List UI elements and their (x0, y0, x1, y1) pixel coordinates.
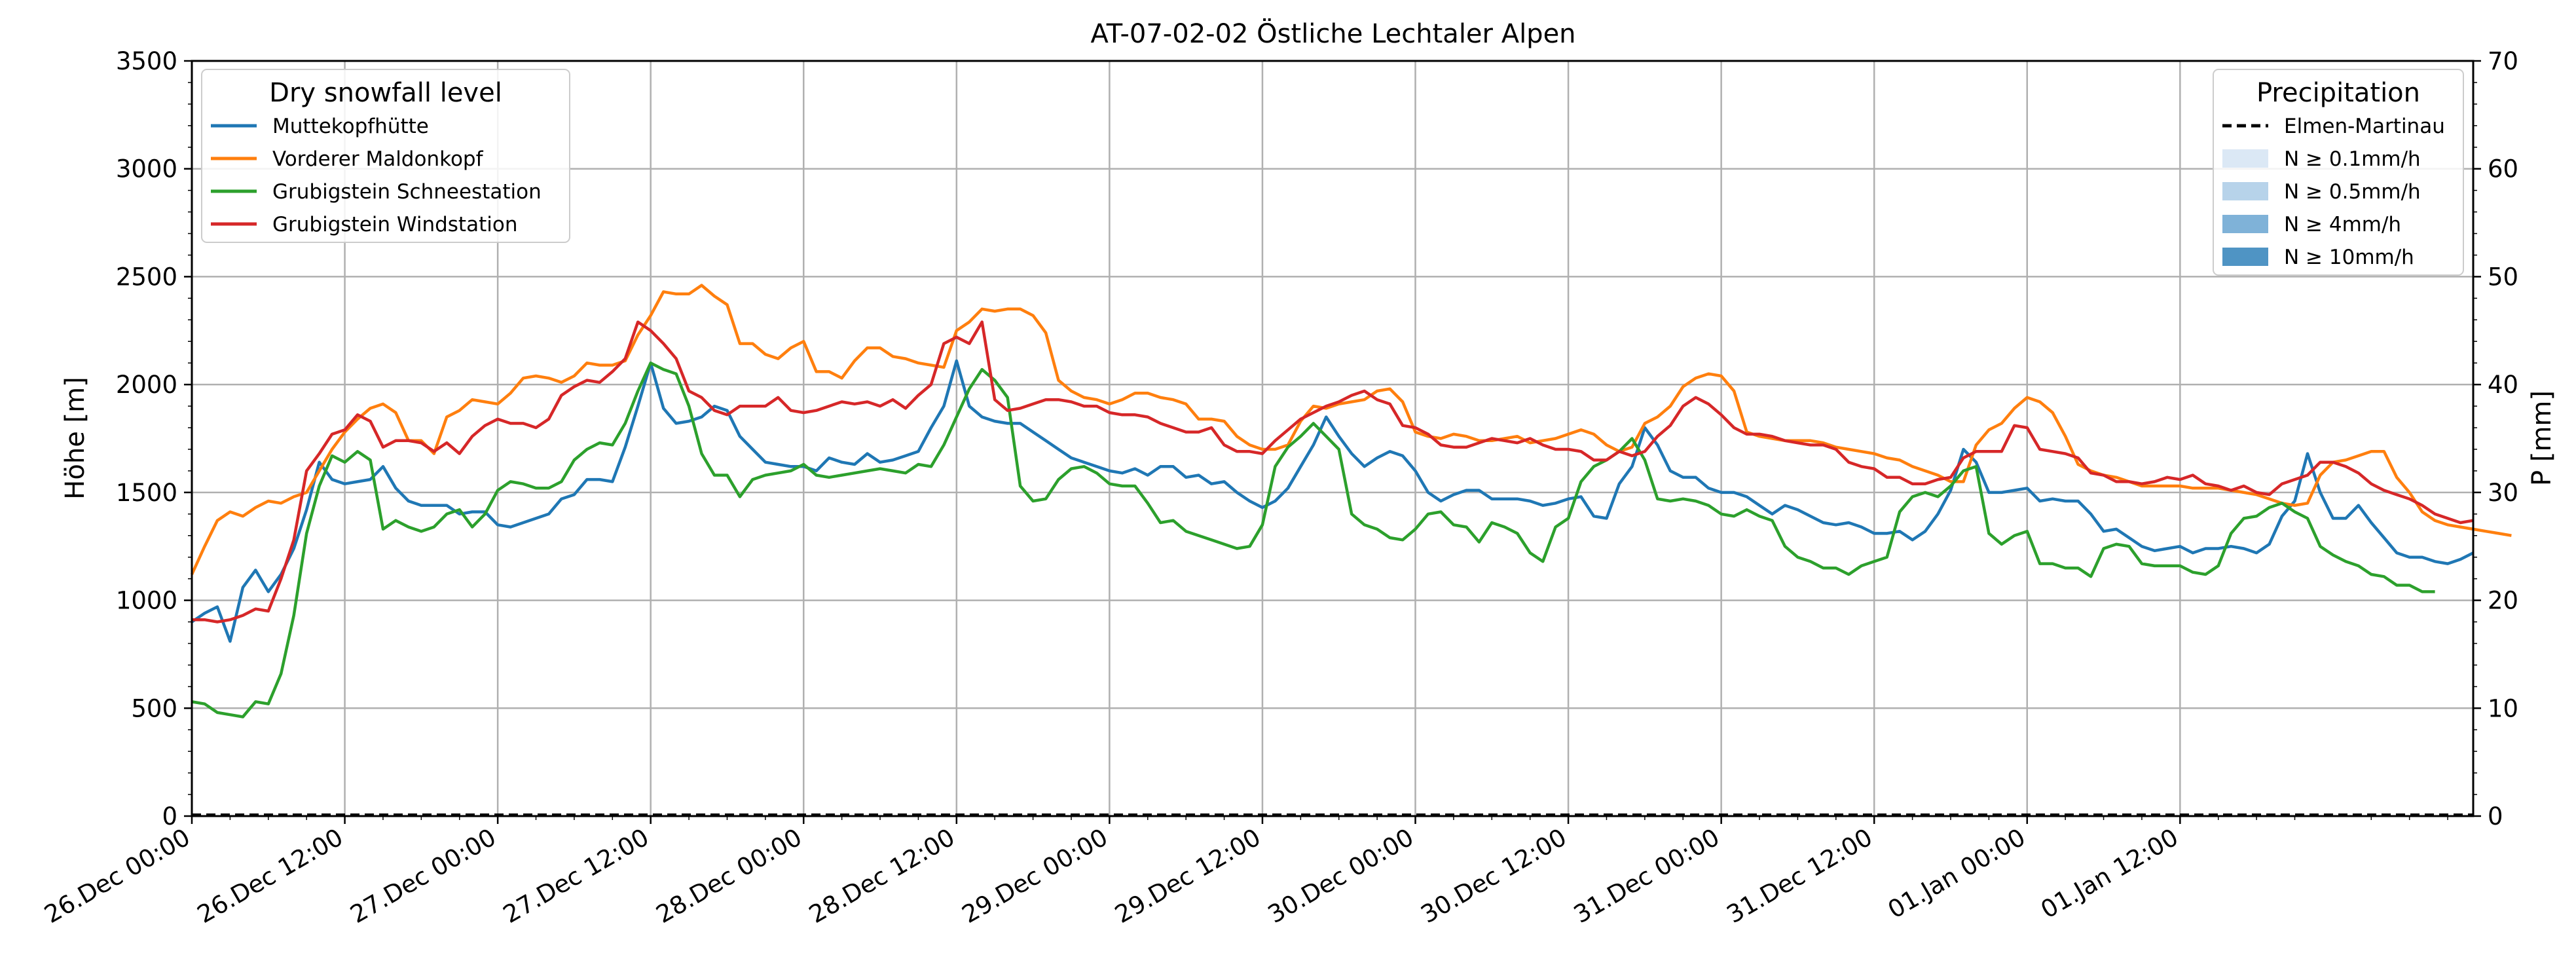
series-line-grubigstein-schneestation (191, 361, 2435, 718)
y-right-tick-label: 20 (2488, 587, 2518, 615)
y-axis-right: 0 10 20 30 40 50 60 70 (2473, 47, 2518, 830)
legend-label: Grubigstein Schneestation (272, 180, 542, 204)
y-axis-label-left: Höhe [m] (60, 377, 90, 499)
series-line-grubigstein-windstation (192, 320, 2474, 624)
legend-label: N ≥ 10mm/h (2284, 246, 2414, 269)
legend-snowfall-title: Dry snowfall level (269, 78, 502, 108)
y-tick-label: 3500 (116, 47, 177, 75)
legend-swatch (2222, 149, 2268, 168)
legend-label: N ≥ 0.5mm/h (2284, 180, 2421, 204)
y-tick-label: 0 (162, 802, 177, 830)
legend-label: Elmen-Martinau (2284, 115, 2445, 138)
y-right-tick-label: 10 (2488, 694, 2518, 722)
y-right-tick-label: 0 (2488, 802, 2503, 830)
y-right-tick-label: 50 (2488, 263, 2518, 291)
y-tick-label: 2500 (116, 263, 177, 291)
y-tick-label: 500 (131, 694, 177, 722)
series-lines (190, 284, 2512, 718)
y-right-tick-label: 30 (2488, 479, 2518, 507)
plot-frame (191, 60, 2475, 817)
legend-precipitation-title: Precipitation (2256, 78, 2420, 108)
series-line-muttekopfh-tte (191, 359, 2475, 643)
y-tick-label: 2000 (116, 371, 177, 399)
y-tick-label: 3000 (116, 155, 177, 183)
y-right-tick-label: 60 (2488, 155, 2518, 183)
legend-swatch (2222, 182, 2268, 200)
legend-swatch (2222, 215, 2268, 233)
legend-swatch (2222, 248, 2268, 266)
legend-label: Vorderer Maldonkopf (272, 147, 484, 171)
legend-precipitation: Precipitation Elmen-Martinau N ≥ 0.1mm/h N… (2213, 69, 2464, 276)
chart-title: AT-07-02-02 Östliche Lechtaler Alpen (1090, 18, 1575, 49)
legend-label: Muttekopfhütte (272, 115, 429, 138)
legend-snowfall: Dry snowfall level Muttekopfhütte Vordere… (201, 69, 570, 243)
y-axis-label-right: P [mm] (2527, 390, 2557, 486)
y-tick-label: 1500 (116, 479, 177, 507)
y-right-tick-label: 70 (2488, 47, 2518, 75)
legend-label: N ≥ 0.1mm/h (2284, 147, 2421, 171)
legend-label: Grubigstein Windstation (272, 213, 517, 236)
legend-label: N ≥ 4mm/h (2284, 213, 2401, 236)
y-tick-label: 1000 (116, 587, 177, 615)
y-axis-left: 0 500 1000 1500 2000 2500 3000 3500 (116, 47, 192, 830)
y-right-tick-label: 40 (2488, 371, 2518, 399)
